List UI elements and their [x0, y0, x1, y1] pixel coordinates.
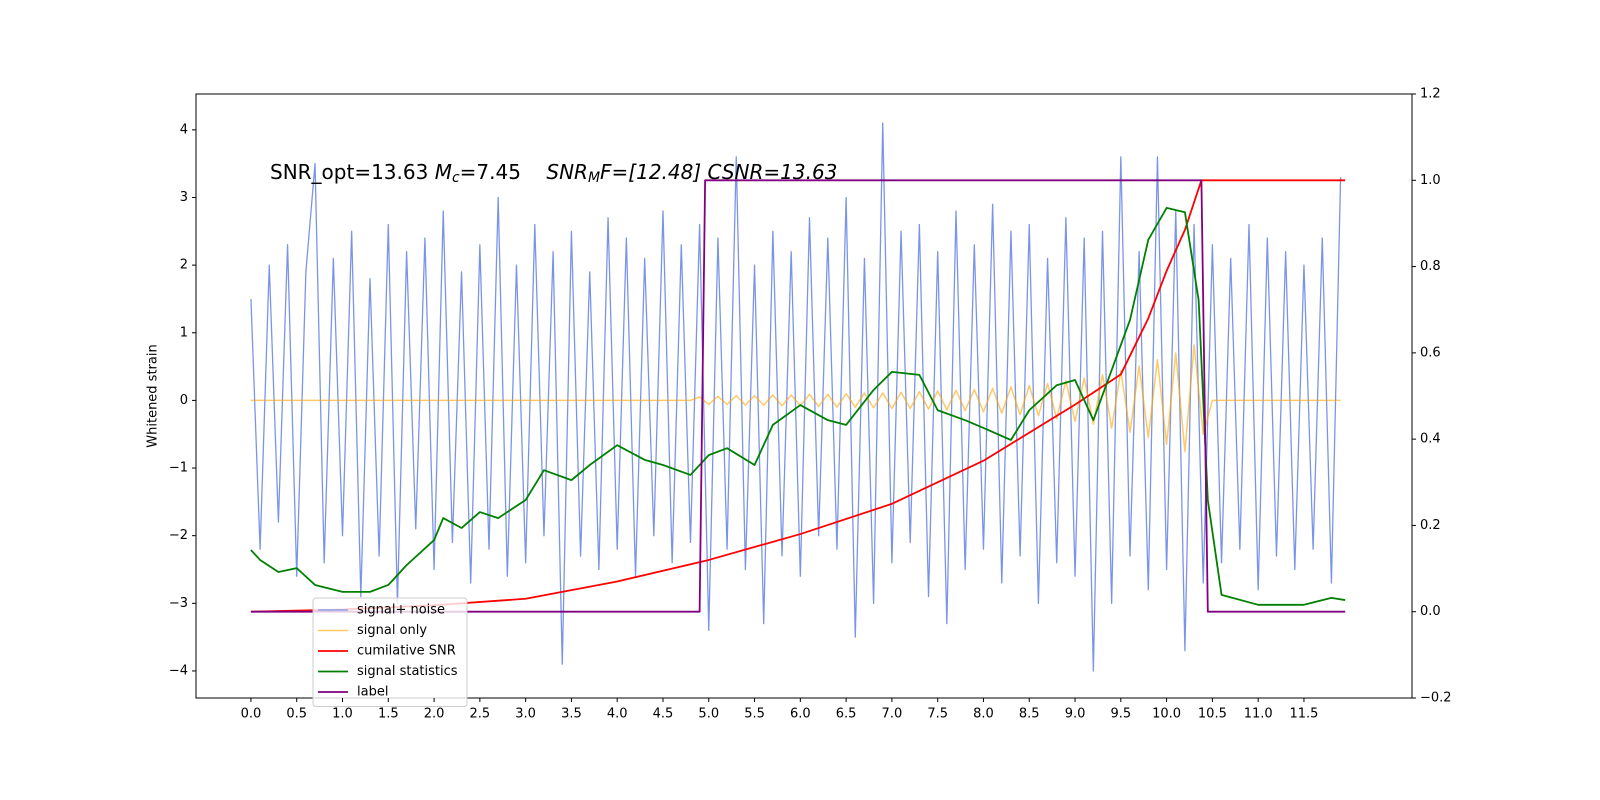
annotation-part: =7.45	[460, 160, 547, 184]
series-line	[250, 179, 1346, 613]
x-tick-label: 2.5	[470, 707, 491, 722]
plot-area	[250, 122, 1346, 672]
series-line	[250, 344, 1341, 453]
legend-label: label	[357, 685, 388, 700]
y-tick-label: −2	[169, 528, 188, 543]
axes-frame	[195, 93, 1413, 699]
x-tick-label: 0.5	[286, 707, 307, 722]
y2-tick-label: −0.2	[1420, 691, 1452, 706]
x-tick-label: 6.5	[836, 707, 857, 722]
series-line	[250, 207, 1346, 606]
annotation-part: F=[12.48] CSNR=13.63	[600, 160, 837, 184]
y-tick-label: 3	[180, 190, 188, 205]
y-tick-label: 4	[180, 122, 188, 137]
y-tick-label: 1	[180, 325, 188, 340]
x-tick-label: 10.5	[1198, 707, 1227, 722]
y2-tick-label: 0.0	[1420, 604, 1441, 619]
x-tick-label: 7.0	[882, 707, 903, 722]
x-tick-label: 2.0	[424, 707, 445, 722]
series-line	[250, 122, 1342, 672]
y-tick-label: −4	[169, 663, 188, 678]
x-tick-label: 11.0	[1244, 707, 1273, 722]
legend: signal+ noise signal only cumilative SNR si…	[312, 597, 468, 707]
y2-tick-label: 0.2	[1420, 518, 1441, 533]
y-tick-label: −3	[169, 596, 188, 611]
x-tick-label: 10.0	[1152, 707, 1181, 722]
annotation: SNR_opt=13.63 Mc=7.45 SNRMF=[12.48] CSNR…	[270, 160, 837, 187]
x-tick-label: 1.5	[378, 707, 399, 722]
x-tick-label: 5.5	[744, 707, 765, 722]
y2-tick-label: 0.8	[1420, 259, 1441, 274]
x-tick-label: 7.5	[927, 707, 948, 722]
x-tick-label: 3.5	[561, 707, 582, 722]
series-line	[250, 179, 1346, 613]
annotation-part: SNR	[546, 160, 588, 184]
y-tick-label: −1	[169, 461, 188, 476]
x-tick-label: 9.0	[1065, 707, 1086, 722]
annotation-part: M	[435, 160, 452, 184]
y-tick-label: 2	[180, 258, 188, 273]
x-tick-label: 8.0	[973, 707, 994, 722]
legend-label: signal statistics	[357, 664, 458, 679]
x-tick-label: 8.5	[1019, 707, 1040, 722]
y-axis-label: Whitened strain	[146, 344, 161, 447]
x-tick-label: 1.0	[332, 707, 353, 722]
x-tick-label: 4.5	[653, 707, 674, 722]
legend-label: cumilative SNR	[357, 644, 456, 659]
x-tick-label: 5.0	[698, 707, 719, 722]
legend-label: signal+ noise	[357, 603, 445, 618]
x-tick-label: 0.0	[241, 707, 262, 722]
x-tick-label: 6.0	[790, 707, 811, 722]
annotation-part: c	[452, 170, 460, 186]
legend-label: signal only	[357, 623, 427, 638]
annotation-part: M	[588, 170, 600, 186]
y2-tick-label: 0.4	[1420, 432, 1441, 447]
y2-tick-label: 1.2	[1420, 87, 1441, 102]
annotation-part: SNR_opt=13.63	[270, 160, 435, 184]
legend-box	[312, 597, 468, 707]
x-tick-label: 9.5	[1110, 707, 1131, 722]
y2-tick-label: 0.6	[1420, 345, 1441, 360]
x-tick-label: 11.5	[1289, 707, 1318, 722]
x-tick-label: 4.0	[607, 707, 628, 722]
y-tick-label: 0	[180, 393, 188, 408]
x-tick-label: 3.0	[515, 707, 536, 722]
y2-tick-label: 1.0	[1420, 173, 1441, 188]
